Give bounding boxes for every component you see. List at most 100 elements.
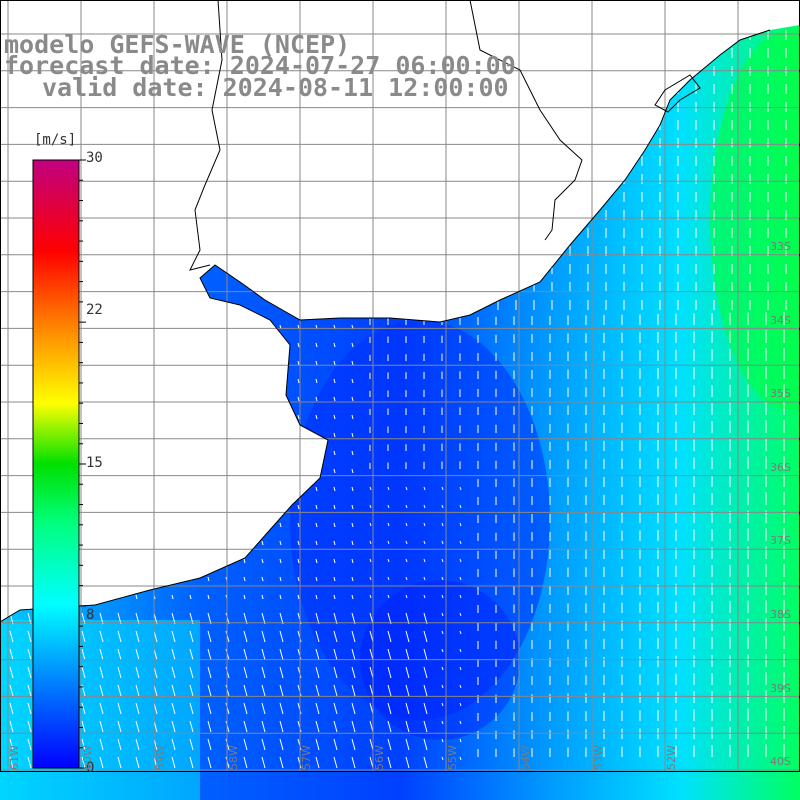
wind-arrow [333,360,336,366]
wind-arrow [459,648,462,653]
wind-arrow [171,504,174,510]
wind-arrow [171,576,174,582]
wind-arrow [441,720,444,725]
wind-arrow [279,558,282,564]
wind-arrow [81,468,84,474]
wind-arrow [117,450,120,456]
wind-arrow [351,702,356,715]
wind-arrow [459,594,462,599]
wind-arrow [441,594,444,599]
wind-arrow [261,684,266,697]
wind-arrow [351,360,354,366]
wind-arrow [387,648,392,661]
wind-arrow [261,486,264,492]
wind-arrow [99,684,104,697]
wind-arrow [135,342,138,348]
wind-arrow [261,342,264,348]
country-border-line [469,0,583,241]
wind-arrow [261,702,266,715]
wind-arrow [99,558,102,564]
wind-arrow [405,576,408,581]
wind-arrow [351,630,356,643]
wind-arrow [423,630,428,643]
wind-arrow [243,522,246,528]
wind-arrow [189,558,192,564]
wind-arrow [351,684,356,697]
wind-arrow [297,540,300,546]
wind-arrow [9,684,14,697]
wind-arrow [9,504,12,510]
wind-arrow [189,522,192,528]
wind-arrow [171,684,176,697]
wind-arrow [135,468,138,474]
wind-arrow [27,378,30,384]
wind-arrow [279,342,282,348]
river-border-line [189,0,223,271]
wind-arrow [81,576,84,582]
latitude-label: 36S [770,460,791,474]
wind-arrow [405,522,408,527]
wind-arrow [189,648,194,661]
wind-arrow [315,738,320,751]
wind-arrow [9,360,12,366]
wind-arrow [405,720,410,733]
wind-arrow [459,486,462,491]
colorbar-tick-22: 22 [86,302,103,318]
wind-arrow [189,702,194,715]
wind-arrow [387,522,390,527]
wind-arrow [351,414,354,420]
wind-arrow [333,396,336,402]
wind-arrow [135,360,138,366]
wind-arrow [243,648,248,661]
wind-arrow [279,396,282,402]
wind-arrow [27,360,30,366]
wind-arrow [135,576,138,582]
wind-arrow [135,666,140,679]
wind-arrow [423,522,426,527]
wind-arrow [315,648,320,661]
longitude-label: 56W [373,745,386,770]
wind-arrow [117,558,120,564]
wind-arrow [189,540,192,546]
wind-arrow [423,738,428,751]
wind-arrow [207,702,212,715]
wind-arrow [117,360,120,366]
wind-arrow [279,648,284,661]
wind-arrow [189,360,192,366]
wind-arrow [315,378,318,384]
wind-arrow [171,432,174,438]
wind-arrow [441,630,444,635]
wind-arrow [135,612,140,625]
wind-arrow [351,594,354,600]
wind-arrow [369,540,372,545]
longitude-label: 60W [81,745,94,770]
wind-arrow [27,612,32,625]
wind-arrow [243,450,246,456]
wind-arrow [99,738,104,751]
wind-arrow [261,630,266,643]
wind-arrow [315,522,318,528]
wind-arrow [171,522,174,528]
wind-arrow [279,378,282,384]
title-valid-date: valid date: 2024-08-11 12:00:00 [42,73,509,102]
wind-arrow [459,504,462,509]
wind-arrow [459,522,462,527]
wind-arrow [189,504,192,510]
wind-arrow [351,432,354,438]
wind-arrow [27,540,30,546]
wind-arrow [351,666,356,679]
wind-arrow [81,450,84,456]
wind-arrow [405,612,410,625]
wind-arrow [9,450,12,456]
wind-arrow [279,666,284,679]
wind-arrow [135,738,140,751]
wind-arrow [207,342,210,348]
colorbar [32,159,80,769]
wind-arrow [189,450,192,456]
wind-arrow [369,486,372,491]
wind-arrow [99,414,102,420]
wind-arrow [369,504,372,509]
wind-arrow [441,648,444,653]
wind-arrow [27,450,30,456]
wind-arrow [351,486,354,492]
